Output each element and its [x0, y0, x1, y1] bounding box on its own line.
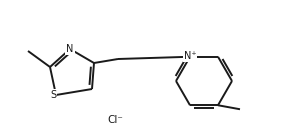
Text: N⁺: N⁺ [184, 51, 196, 61]
Text: S: S [50, 90, 56, 100]
Text: N: N [66, 44, 74, 54]
Text: Cl⁻: Cl⁻ [107, 115, 123, 125]
